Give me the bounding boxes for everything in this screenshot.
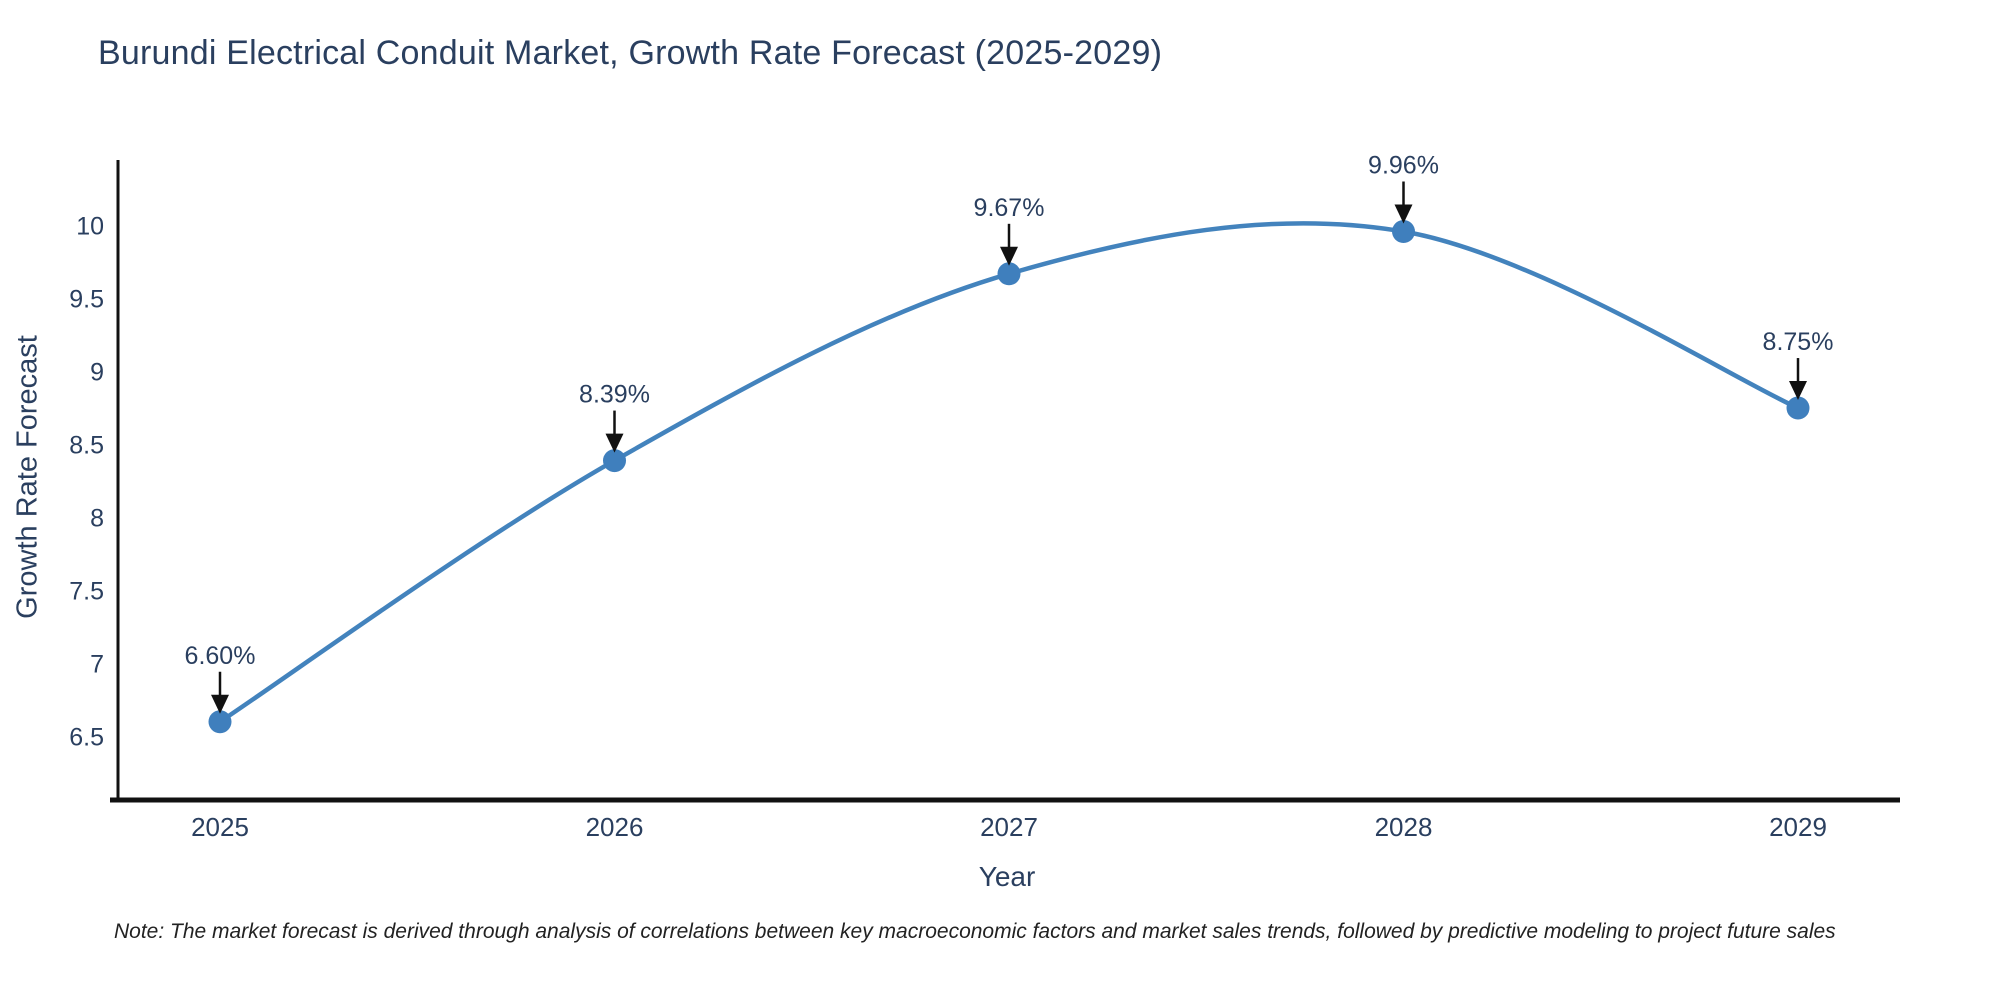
- data-point-marker: [208, 710, 232, 734]
- y-tick-label: 8: [90, 504, 104, 532]
- data-point-marker: [1392, 219, 1415, 243]
- data-point-marker: [997, 262, 1021, 286]
- x-tick-label: 2029: [1769, 812, 1827, 842]
- annotation-label: 6.60%: [185, 642, 256, 670]
- y-tick-label: 8.5: [69, 432, 104, 460]
- annotation-arrowhead: [211, 694, 229, 714]
- y-tick-label: 9.5: [69, 286, 104, 314]
- annotation-arrowhead: [1000, 246, 1018, 266]
- forecast-line: [217, 221, 1801, 725]
- data-point-marker: [1786, 396, 1810, 420]
- annotation-label: 8.39%: [579, 381, 650, 409]
- y-tick-label: 10: [76, 213, 104, 241]
- x-axis-title: Year: [978, 861, 1036, 892]
- x-tick-label: 2026: [586, 812, 644, 842]
- data-point-marker: [603, 449, 626, 473]
- footnote: Note: The market forecast is derived thr…: [114, 920, 1836, 943]
- annotation-label: 9.67%: [974, 194, 1045, 222]
- x-tick-label: 2027: [980, 812, 1038, 842]
- y-tick-label: 9: [90, 359, 104, 387]
- y-tick-label: 7.5: [69, 577, 104, 605]
- annotation-label: 9.96%: [1368, 151, 1439, 179]
- y-tick-label: 7: [90, 650, 104, 678]
- annotation-arrowhead: [605, 433, 624, 453]
- annotation-arrowhead: [1394, 204, 1413, 224]
- chart-title: Burundi Electrical Conduit Market, Growt…: [98, 34, 1163, 72]
- annotation-label: 8.75%: [1763, 328, 1834, 356]
- y-tick-label: 6.5: [69, 723, 104, 751]
- annotation-arrowhead: [1789, 381, 1807, 401]
- x-tick-label: 2028: [1375, 812, 1433, 842]
- x-tick-label: 2025: [191, 812, 249, 842]
